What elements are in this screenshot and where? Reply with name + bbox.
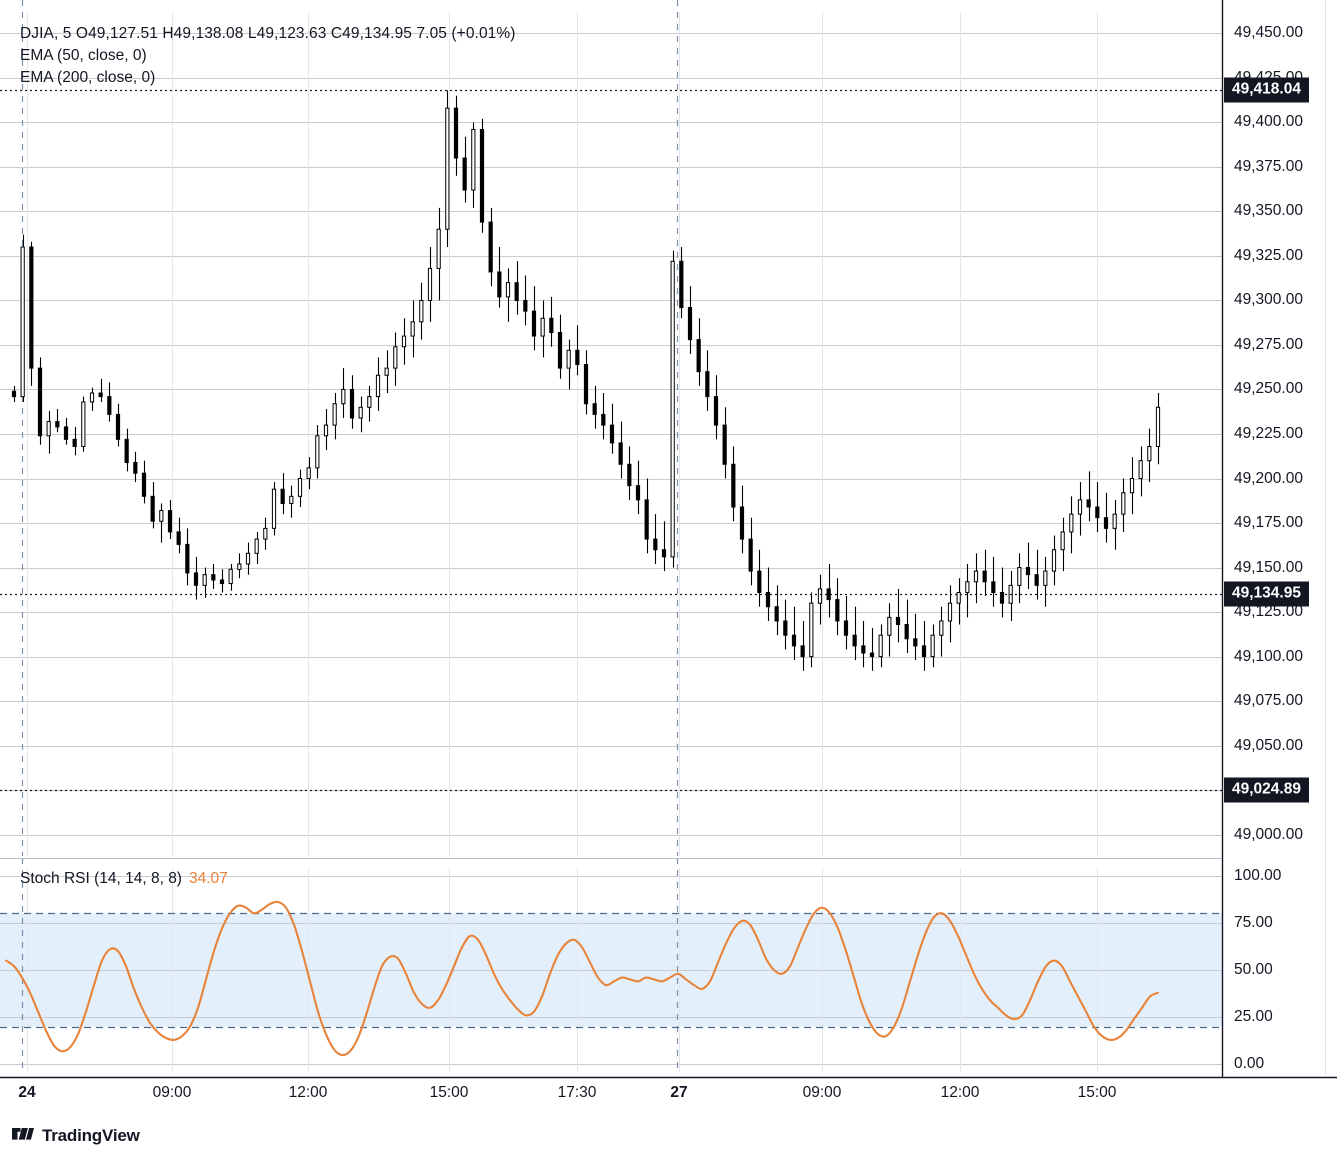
rsi-axis-tick: 25.00 [1234,1008,1273,1026]
rsi-axis-tick: 100.00 [1234,866,1282,884]
rsi-legend-value: 34.07 [188,870,228,887]
price-axis-tick: 49,050.00 [1234,736,1303,754]
time-axis-tick: 12:00 [940,1084,980,1101]
time-axis-tick: 09:00 [802,1084,842,1101]
price-axis-tick: 49,325.00 [1234,246,1303,264]
rsi-legend-label[interactable]: Stoch RSI (14, 14, 8, 8) [20,870,182,887]
time-axis-tick: 27 [670,1084,688,1101]
rsi-pane-legend: Stoch RSI (14, 14, 8, 8) 34.07 [20,870,228,888]
price-badge-last: 49,134.95 [1224,581,1309,607]
tradingview-logo: TradingView [12,1126,140,1146]
price-axis-tick: 49,375.00 [1234,157,1303,175]
price-axis-tick: 49,000.00 [1234,825,1303,843]
price-axis-tick: 49,450.00 [1234,24,1303,42]
time-axis-tick: 12:00 [288,1084,328,1101]
tradingview-wordmark: TradingView [42,1126,140,1145]
price-axis-tick: 49,100.00 [1234,647,1303,665]
indicator-legend-ema200[interactable]: EMA (200, close, 0) [20,69,156,86]
time-axis-tick: 15:00 [1077,1084,1117,1101]
price-badge-high: 49,418.04 [1224,77,1309,103]
price-axis-tick: 49,125.00 [1234,603,1303,621]
time-axis-tick: 09:00 [152,1084,192,1101]
price-axis-tick: 49,150.00 [1234,558,1303,576]
price-axis-tick: 49,400.00 [1234,113,1303,131]
rsi-axis-tick: 75.00 [1234,913,1273,931]
time-axis-tick: 15:00 [429,1084,469,1101]
price-axis-tick: 49,250.00 [1234,380,1303,398]
price-axis-tick: 49,225.00 [1234,425,1303,442]
rsi-axis-tick: 50.00 [1234,961,1273,978]
rsi-axis-tick: 0.00 [1234,1055,1265,1073]
price-axis-tick: 49,275.00 [1234,335,1303,353]
tradingview-mark-icon [12,1128,34,1140]
price-pane-legend: DJIA, 5 O49,127.51 H49,138.08 L49,123.63… [20,23,516,89]
price-axis-tick: 49,175.00 [1234,514,1303,532]
time-axis-tick: 24 [18,1084,36,1101]
price-axis-tick: 49,200.00 [1234,469,1303,487]
time-axis-tick: 17:30 [557,1084,597,1101]
price-badge-low: 49,024.89 [1224,777,1309,803]
price-axis-tick: 49,300.00 [1234,291,1303,309]
symbol-ohlc-legend[interactable]: DJIA, 5 O49,127.51 H49,138.08 L49,123.63… [20,25,516,42]
price-axis-tick: 49,350.00 [1234,202,1303,220]
indicator-legend-ema50[interactable]: EMA (50, close, 0) [20,47,147,64]
price-axis-tick: 49,075.00 [1234,692,1303,710]
